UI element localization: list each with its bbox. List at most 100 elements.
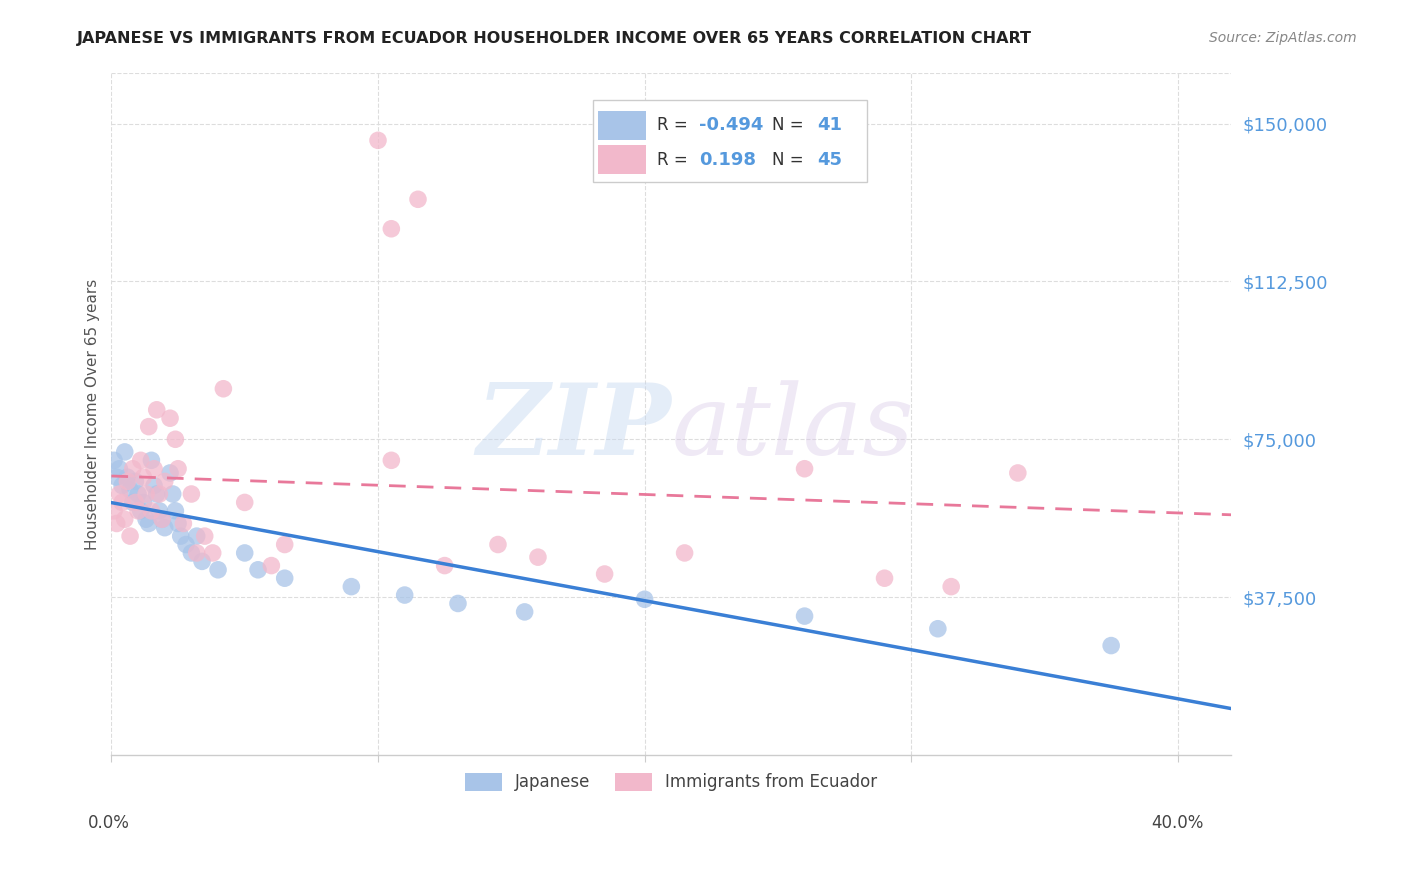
Point [174,537,197,551]
Point [180,487,202,501]
Text: N =: N = [772,151,808,169]
Point [117,475,139,489]
Text: R =: R = [657,151,693,169]
Point [233,495,256,509]
Point [927,622,949,636]
Point [1007,466,1029,480]
Point [273,537,295,551]
Point [793,461,815,475]
Point [105,516,128,531]
Point [941,580,963,594]
Point [132,470,155,484]
Point [191,554,214,568]
Point [406,192,429,206]
Point [150,512,173,526]
Point [150,512,173,526]
Point [170,529,193,543]
Point [132,495,155,509]
Point [633,592,655,607]
Point [153,475,176,489]
Point [167,461,190,475]
Point [207,563,229,577]
Point [135,487,157,501]
Point [340,580,363,594]
Text: 0.0%: 0.0% [87,814,129,832]
Point [117,470,139,484]
Point [124,475,146,489]
Point [114,512,136,526]
Point [1099,639,1122,653]
Point [141,504,163,518]
Point [105,470,128,484]
Point [120,529,142,543]
Point [121,461,143,475]
Point [513,605,536,619]
Point [433,558,456,573]
Text: ZIP: ZIP [477,379,671,476]
Point [273,571,295,585]
Point [141,453,163,467]
Text: N =: N = [772,117,808,135]
Point [120,483,142,497]
Point [201,546,224,560]
Point [103,453,125,467]
Text: 45: 45 [817,151,842,169]
Point [793,609,815,624]
Point [159,411,181,425]
Point [143,461,166,475]
Point [165,504,187,518]
Point [247,563,270,577]
Point [148,504,170,518]
Point [114,445,136,459]
Point [673,546,696,560]
FancyBboxPatch shape [593,100,868,182]
Point [138,516,160,531]
Point [394,588,416,602]
Text: 0.198: 0.198 [699,151,756,169]
Point [233,546,256,560]
Point [127,487,149,501]
Point [593,566,616,581]
Text: atlas: atlas [671,380,914,475]
Point [172,516,194,531]
Point [367,133,389,147]
Point [162,487,184,501]
Point [159,466,181,480]
Y-axis label: Householder Income Over 65 years: Householder Income Over 65 years [86,278,100,549]
Point [111,478,134,492]
Point [153,521,176,535]
Text: R =: R = [657,117,693,135]
Point [138,419,160,434]
Point [148,487,170,501]
Text: 40.0%: 40.0% [1152,814,1204,832]
Point [103,504,125,518]
Point [124,495,146,509]
Point [129,504,152,518]
Point [143,478,166,492]
Point [447,597,470,611]
Point [167,516,190,531]
Text: Source: ZipAtlas.com: Source: ZipAtlas.com [1209,31,1357,45]
Point [108,461,131,475]
Point [127,504,149,518]
Point [129,453,152,467]
Point [186,529,208,543]
Point [527,550,550,565]
Point [380,221,402,235]
Legend: Japanese, Immigrants from Ecuador: Japanese, Immigrants from Ecuador [458,766,884,797]
Point [873,571,896,585]
Point [121,495,143,509]
FancyBboxPatch shape [599,145,645,174]
Point [145,402,167,417]
Point [186,546,208,560]
Text: 41: 41 [817,117,842,135]
Text: -0.494: -0.494 [699,117,763,135]
Point [180,546,202,560]
Point [486,537,509,551]
Point [165,432,187,446]
Point [260,558,283,573]
Point [194,529,217,543]
Text: JAPANESE VS IMMIGRANTS FROM ECUADOR HOUSEHOLDER INCOME OVER 65 YEARS CORRELATION: JAPANESE VS IMMIGRANTS FROM ECUADOR HOUS… [77,31,1032,46]
FancyBboxPatch shape [599,112,645,140]
Point [135,512,157,526]
